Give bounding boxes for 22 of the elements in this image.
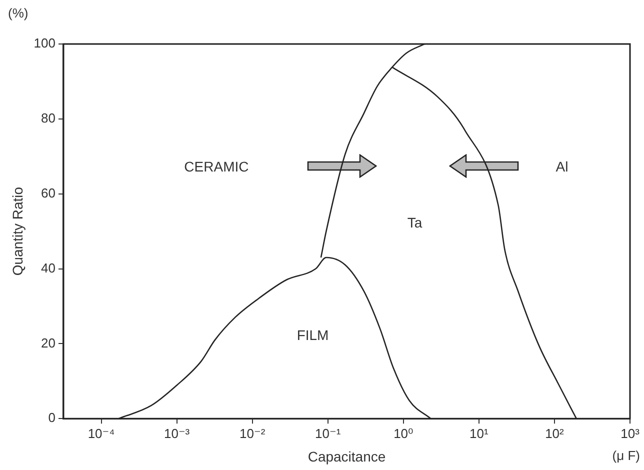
y-tick-label: 60 xyxy=(41,185,56,200)
x-tick-label: 10⁻⁴ xyxy=(88,426,115,441)
x-axis-title: Capacitance xyxy=(308,448,386,464)
x-tick-label: 10² xyxy=(545,426,565,441)
y-tick-label: 80 xyxy=(41,110,56,126)
annotation: CERAMIC xyxy=(184,158,249,174)
x-tick-label: 10⁰ xyxy=(394,426,414,441)
x-tick-label: 10⁻¹ xyxy=(315,426,342,441)
annotation: Ta xyxy=(407,214,422,231)
text: (%) xyxy=(8,6,28,21)
annotation: FILM xyxy=(296,327,329,344)
y-tick-label: 40 xyxy=(41,260,56,276)
y-axis-title: Quantity Ratio xyxy=(9,186,26,276)
x-tick-label: 10⁻² xyxy=(240,426,266,441)
text: (μ F) xyxy=(612,448,640,464)
x-tick-label: 10⁻³ xyxy=(164,426,190,441)
x-tick-label: 10³ xyxy=(620,426,640,441)
annotation: Al xyxy=(556,158,568,174)
y-tick-label: 0 xyxy=(48,410,56,426)
x-tick-label: 10¹ xyxy=(470,426,489,441)
y-tick-label: 100 xyxy=(34,36,56,51)
y-tick-label: 20 xyxy=(41,335,56,350)
